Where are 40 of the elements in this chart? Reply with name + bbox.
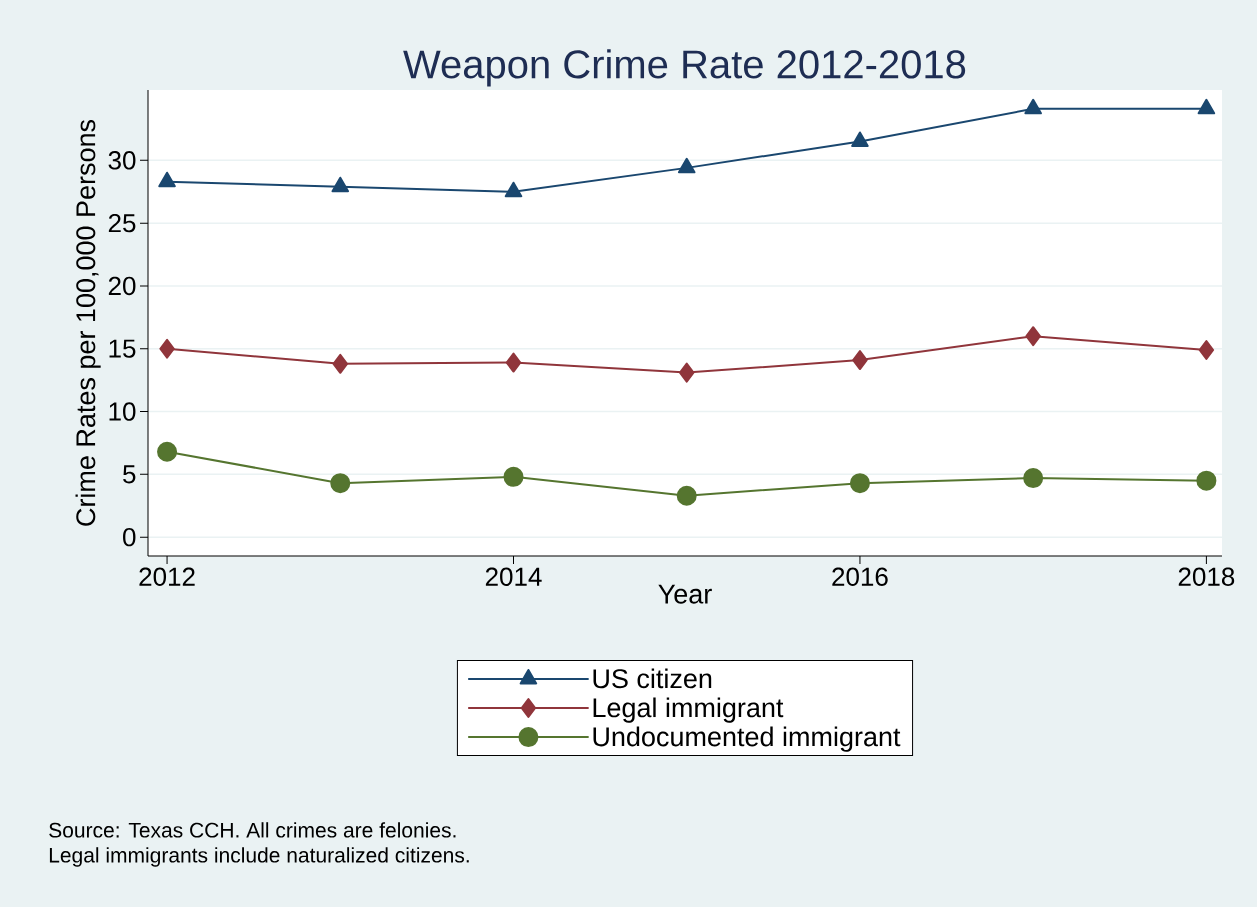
point bbox=[1024, 98, 1042, 115]
point bbox=[1196, 470, 1217, 491]
point bbox=[159, 338, 175, 359]
point bbox=[678, 362, 695, 383]
point bbox=[849, 473, 870, 494]
point bbox=[157, 441, 178, 462]
point bbox=[331, 176, 350, 193]
point bbox=[503, 466, 524, 487]
point bbox=[677, 157, 696, 174]
y-tick-label: 25 bbox=[108, 213, 136, 233]
point bbox=[851, 131, 869, 147]
point bbox=[1197, 98, 1216, 115]
point bbox=[158, 171, 176, 188]
legend-label: Legal immigrant bbox=[593, 697, 784, 723]
x-axis-title: Year bbox=[658, 584, 712, 604]
source-note: Source: Texas CCH. All crimes are felonies. bbox=[49, 822, 456, 838]
y-tick-label: 20 bbox=[108, 276, 136, 296]
text: Legal immigrants include naturalized citizens. bbox=[49, 847, 469, 867]
point bbox=[505, 352, 522, 373]
y-axis-title: Crime Rates per 100,000 Persons bbox=[75, 119, 101, 526]
point bbox=[1025, 326, 1041, 347]
y-tick-label: 10 bbox=[109, 402, 136, 421]
y-tick-label: 30 bbox=[108, 151, 136, 170]
point bbox=[676, 485, 697, 506]
x-tick-label: 2016 bbox=[832, 567, 888, 586]
x-tick-label: 2018 bbox=[1178, 567, 1235, 586]
y-tick-label: 5 bbox=[123, 465, 136, 484]
point bbox=[1198, 340, 1215, 360]
x-tick-label: 2014 bbox=[485, 567, 542, 586]
point bbox=[504, 181, 523, 198]
x-tick-label: 2012 bbox=[139, 567, 195, 586]
y-tick-label: 0 bbox=[123, 527, 136, 547]
point bbox=[332, 353, 349, 374]
y-tick-label: 15 bbox=[109, 339, 136, 358]
point bbox=[1023, 468, 1044, 489]
legend-label: Undocumented immigrant bbox=[593, 726, 901, 752]
legend-label: US citizen bbox=[593, 668, 712, 689]
point bbox=[330, 473, 351, 494]
chart-title: Weapon Crime Rate 2012-2018 bbox=[403, 49, 966, 87]
point bbox=[852, 350, 868, 371]
